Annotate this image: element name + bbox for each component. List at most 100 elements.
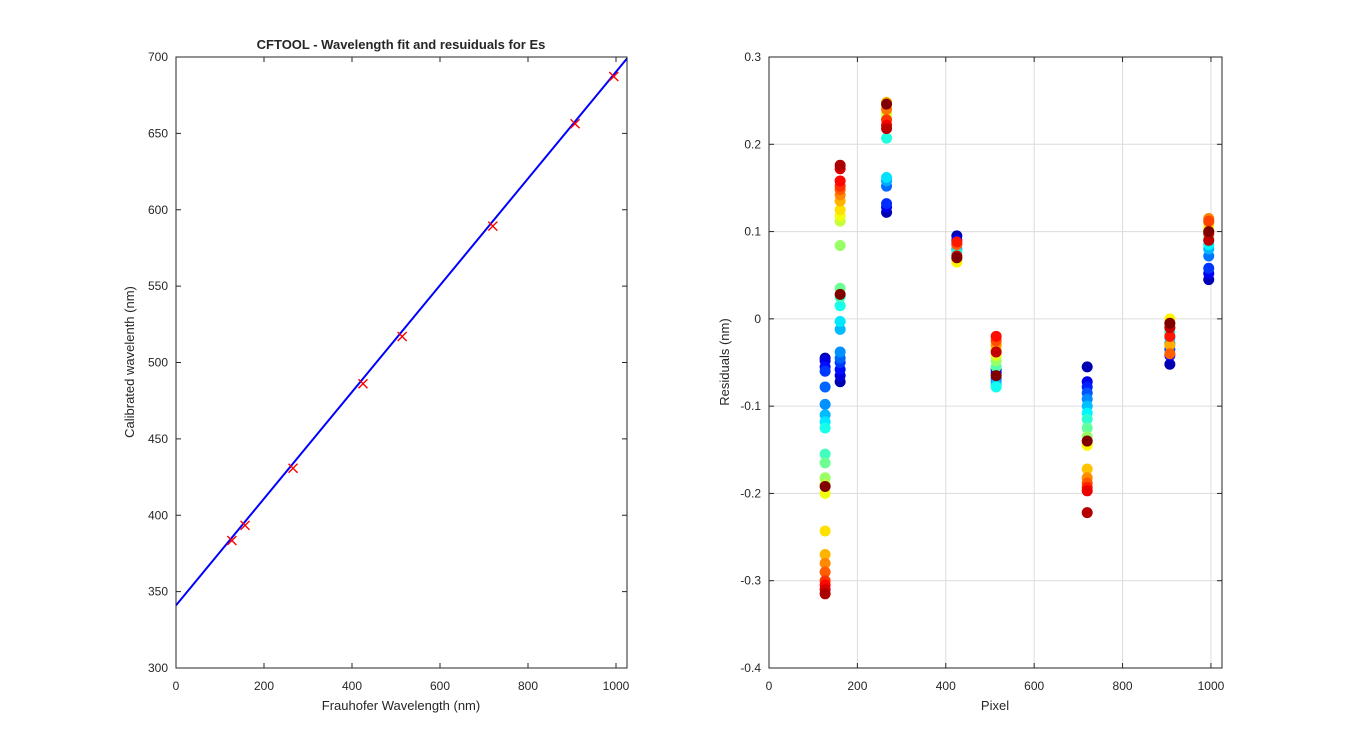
residual-point [881, 123, 893, 135]
residuals-y-tick-label: 0.1 [744, 225, 761, 239]
wavelength-fit-chart: CFTOOL - Wavelength fit and resuiduals f… [122, 37, 630, 713]
fit-y-tick-label: 650 [148, 126, 168, 140]
residual-point [990, 370, 1002, 382]
fit-markers [226, 71, 619, 546]
residuals-x-ticks: 0 200 400 600 800 1000 [766, 57, 1225, 693]
residual-point [1081, 485, 1093, 497]
fit-y-tick-label: 700 [148, 50, 168, 64]
residual-point [1203, 226, 1215, 238]
residuals-chart: Pixel Residuals (nm) 0 200 400 600 800 1000 -… [717, 50, 1225, 713]
fit-chart-title: CFTOOL - Wavelength fit and resuiduals f… [257, 37, 546, 52]
residuals-x-tick-label: 0 [766, 679, 773, 693]
fit-y-tick-label: 300 [148, 661, 168, 675]
residual-point [881, 171, 893, 183]
residuals-y-tick-label: 0.3 [744, 50, 761, 64]
residual-point [834, 204, 846, 216]
fit-marker [570, 118, 581, 129]
residual-point [881, 132, 893, 144]
residual-point [834, 315, 846, 327]
residuals-x-tick-label: 800 [1113, 679, 1133, 693]
residual-point [819, 398, 831, 410]
residual-point [1164, 358, 1176, 370]
fit-marker [226, 535, 237, 546]
fit-y-tick-label: 550 [148, 279, 168, 293]
residual-point [819, 457, 831, 469]
residual-point [1081, 463, 1093, 475]
fit-y-tick-label: 600 [148, 203, 168, 217]
residual-point [1081, 435, 1093, 447]
fit-y-tick-label: 500 [148, 356, 168, 370]
residual-point [819, 566, 831, 578]
residual-point [1164, 339, 1176, 351]
fit-axes-box [175, 56, 628, 669]
residual-point [951, 236, 963, 248]
fit-y-ticks: 300 350 400 450 500 550 600 650 700 [148, 50, 627, 675]
fit-x-tick-label: 200 [254, 679, 274, 693]
residual-point [1081, 361, 1093, 373]
residuals-y-tick-label: -0.2 [740, 486, 761, 500]
residual-point [1081, 422, 1093, 434]
residuals-x-tick-label: 1000 [1198, 679, 1225, 693]
residuals-axes-box [768, 56, 1223, 669]
residual-point [819, 365, 831, 377]
fit-marker [288, 463, 299, 474]
fit-marker [240, 520, 251, 531]
residual-point [834, 240, 846, 252]
fit-plot-area [176, 57, 627, 668]
residuals-y-tick-label: -0.4 [740, 661, 761, 675]
residual-point [834, 300, 846, 312]
residual-point [819, 588, 831, 600]
fit-x-ticks: 0 200 400 600 800 1000 [173, 57, 630, 693]
fit-y-axis-label: Calibrated wavelenth (nm) [122, 286, 137, 438]
residuals-x-axis-label: Pixel [981, 698, 1009, 713]
residual-point [819, 525, 831, 537]
fit-x-tick-label: 800 [518, 679, 538, 693]
residual-point [951, 252, 963, 264]
residuals-y-tick-label: -0.3 [740, 574, 761, 588]
residual-point [819, 422, 831, 434]
residual-point [819, 448, 831, 460]
residuals-x-tick-label: 400 [936, 679, 956, 693]
residuals-y-tick-label: -0.1 [740, 399, 761, 413]
fit-x-axis-label: Frauhofer Wavelength (nm) [322, 698, 480, 713]
fit-y-tick-label: 400 [148, 508, 168, 522]
fit-y-tick-label: 350 [148, 585, 168, 599]
residual-point [1203, 234, 1215, 246]
fit-y-tick-label: 450 [148, 432, 168, 446]
residual-point [819, 549, 831, 561]
fit-x-tick-label: 400 [342, 679, 362, 693]
fit-marker [358, 378, 368, 389]
residual-point [1164, 330, 1176, 342]
fit-x-tick-label: 1000 [603, 679, 630, 693]
residual-point [819, 480, 831, 492]
residual-point [834, 323, 846, 335]
residual-point [834, 159, 846, 171]
residuals-y-axis-label: Residuals (nm) [717, 318, 732, 405]
residual-point [819, 557, 831, 569]
residual-point [1081, 413, 1093, 425]
fit-x-tick-label: 0 [173, 679, 180, 693]
fit-line [175, 57, 628, 607]
residuals-y-tick-label: 0 [754, 312, 761, 326]
residual-point [881, 198, 893, 210]
fit-marker [487, 221, 498, 232]
residual-point [1081, 507, 1093, 519]
residual-point [834, 175, 846, 187]
residual-point [1203, 215, 1215, 227]
residual-point [1164, 348, 1176, 360]
fit-marker [608, 71, 619, 82]
fit-x-tick-label: 600 [430, 679, 450, 693]
residual-point [834, 346, 846, 358]
residual-point [834, 288, 846, 300]
residuals-x-tick-label: 200 [847, 679, 867, 693]
residuals-y-tick-label: 0.2 [744, 137, 761, 151]
fit-marker [397, 331, 408, 342]
residual-points [819, 96, 1215, 600]
residual-point [819, 381, 831, 393]
residual-point [1203, 262, 1215, 274]
residual-point [1164, 317, 1176, 329]
residual-point [990, 346, 1002, 358]
residuals-x-tick-label: 600 [1024, 679, 1044, 693]
residual-point [990, 381, 1002, 393]
